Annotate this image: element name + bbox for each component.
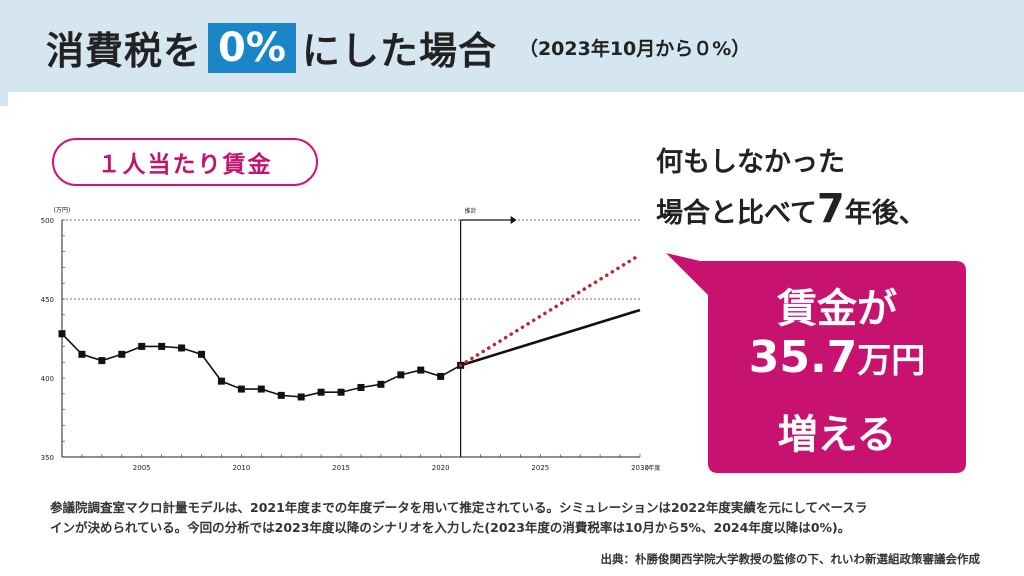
series-line-projection [460, 308, 641, 367]
claim-line2-number: 7 [816, 186, 845, 232]
x-tick-label: 2020 [432, 464, 450, 472]
data-point-marker [78, 350, 86, 358]
forecast-arrowhead [510, 216, 517, 224]
claim-line1: 何もしなかった [656, 147, 845, 178]
x-tick-label: 2015 [332, 464, 350, 472]
header-edge [0, 92, 8, 106]
source-credit: 出典：朴勝俊関西学院大学教授の監修の下、れいわ新選組政策審議会作成 [600, 552, 981, 566]
data-point-marker [237, 385, 245, 393]
data-point-marker [98, 357, 106, 365]
pill-label: １人当たり賃金 [97, 152, 273, 178]
data-point-marker [377, 380, 385, 388]
footnote-line2: インが決められている。今回の分析では2023年度以降のシナリオを入力した(202… [50, 520, 851, 535]
bubble-unit: 万円 [857, 341, 926, 381]
chart-label-pill: １人当たり賃金 [52, 138, 318, 186]
x-tick-label: 2010 [232, 464, 250, 472]
data-point-marker [357, 383, 365, 391]
data-point-marker [178, 344, 186, 352]
footnote-line1: 参議院調査室マクロ計量モデルは、2021年度までの年度データを用いて推定されてい… [50, 500, 868, 515]
data-point-marker [138, 342, 146, 350]
y-axis-label: (万円) [54, 207, 71, 214]
bubble-amount: 35.7万円 [712, 332, 962, 383]
data-point-marker [217, 377, 225, 385]
data-point-marker [397, 371, 405, 379]
wage-line-chart: 350 400 450 500 2005 2010 2015 2020 2025 2030 (万円)… [41, 207, 660, 472]
claim-line2-suffix: 年後、 [844, 198, 926, 229]
data-point-marker [437, 372, 445, 380]
bubble-number: 35.7 [748, 332, 858, 383]
data-point-marker [257, 385, 265, 393]
data-point-marker [297, 393, 305, 401]
y-tick-label: 450 [41, 296, 54, 304]
data-point-marker [198, 350, 206, 358]
x-tick-label: 2025 [531, 464, 549, 472]
title-subtitle: （2023年10月から０%） [518, 38, 751, 60]
forecast-label: 推計 [465, 207, 477, 215]
page-title: 消費税を 0% にした場合 （2023年10月から０%） [46, 20, 750, 75]
speech-bubble [666, 253, 966, 473]
x-tick-label: 2005 [133, 464, 151, 472]
data-point-marker [337, 388, 345, 396]
y-tick-label: 350 [41, 454, 54, 462]
data-point-marker [277, 391, 285, 399]
title-suffix: にした場合 [301, 29, 497, 73]
data-point-marker [58, 330, 66, 338]
claim-line2-prefix: 場合と比べて [656, 198, 817, 229]
bubble-line1: 賃金が [777, 286, 897, 332]
title-prefix: 消費税を [46, 29, 203, 73]
data-point-marker [158, 342, 166, 350]
y-tick-label: 500 [41, 217, 54, 225]
title-highlight: 0% [208, 22, 296, 73]
y-tick-label: 400 [41, 375, 54, 383]
bubble-line3: 増える [777, 412, 897, 458]
data-point-marker [417, 366, 425, 374]
series-line-dotted [458, 253, 642, 368]
data-point-marker [317, 388, 325, 396]
x-tick-label: 2030 [631, 464, 649, 472]
claim-line2: 場合と比べて7年後、 [656, 186, 926, 232]
x-axis-label: (年度) [646, 464, 660, 472]
data-point-marker [118, 350, 126, 358]
header-banner: 消費税を 0% にした場合 （2023年10月から０%） [0, 0, 1024, 92]
